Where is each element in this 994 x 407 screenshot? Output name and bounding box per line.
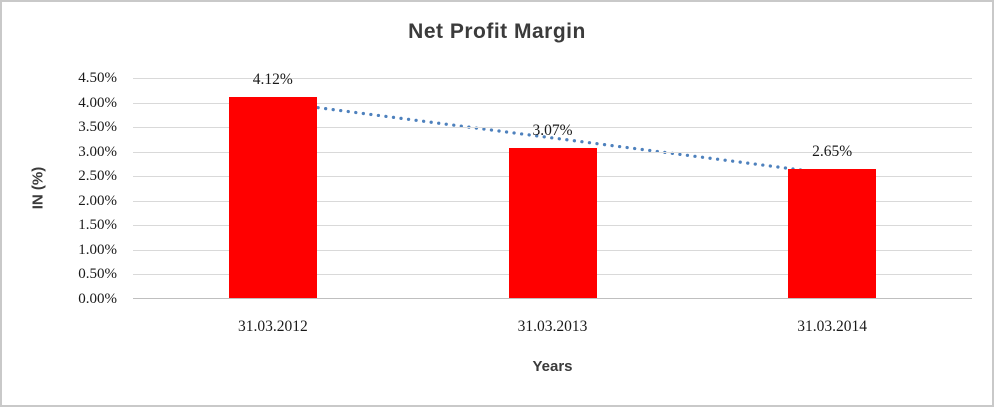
y-tick-label: 2.00% [78,192,117,209]
y-tick-label: 0.50% [78,266,117,283]
y-tick-label: 1.00% [78,241,117,258]
data-label: 4.12% [252,70,293,88]
trendline [271,100,834,176]
x-tick-label: 31.03.2013 [517,318,588,335]
chart-title: Net Profit Margin [408,20,586,43]
chart-bar [508,148,597,298]
y-tick-label: 1.50% [78,217,117,234]
chart-bar [788,168,877,298]
data-label: 2.65% [812,142,853,160]
y-tick-label: 3.00% [78,143,117,160]
data-label: 3.07% [532,122,573,140]
gridline [133,127,972,129]
x-axis-title: Years [532,358,573,375]
chart-bar [228,96,317,298]
gridline [133,78,972,79]
plot-area [133,78,972,299]
y-tick-label: 4.50% [78,70,117,86]
x-tick-label: 31.03.2012 [237,318,308,335]
y-tick-label: 3.50% [78,119,117,136]
x-axis-line [133,298,972,299]
y-tick-label: 4.00% [78,94,117,111]
gridline [133,102,972,104]
y-tick-label: 0.00% [78,291,117,307]
y-tick-label: 2.50% [78,168,117,185]
x-tick-label: 31.03.2014 [797,318,868,335]
